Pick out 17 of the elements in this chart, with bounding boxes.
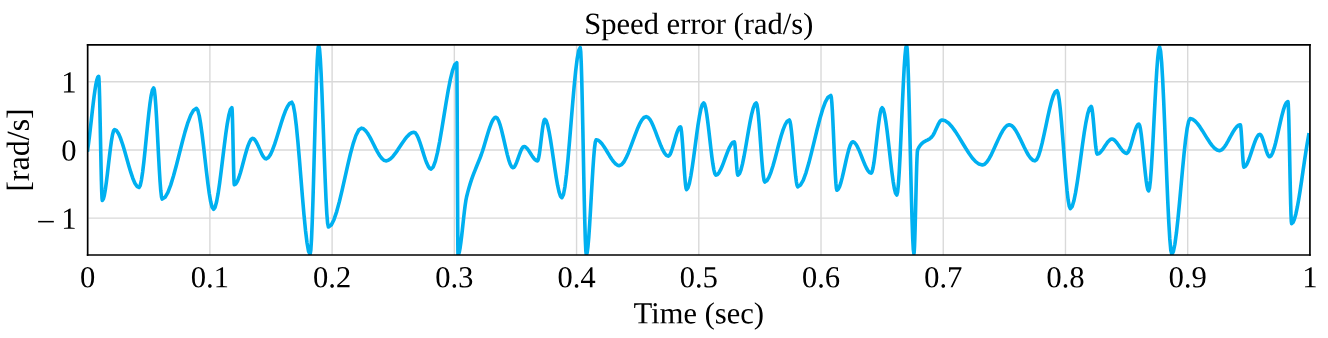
x-tick-label: 0.9 [1169, 266, 1206, 288]
x-tick-label: 0.1 [191, 266, 228, 288]
x-tick-label: 0 [81, 266, 95, 288]
x-tick-label: 1 [1304, 267, 1316, 288]
x-tick-label: 0.2 [314, 266, 350, 288]
y-tick-label: 1 [63, 72, 75, 93]
y-axis-title: [rad/s] [6, 110, 34, 190]
chart-title: Speed error (rad/s) [586, 12, 812, 41]
x-tick-label: 0.6 [803, 266, 840, 288]
x-tick-label: 0.3 [436, 266, 473, 288]
y-tick-label: 0 [62, 140, 76, 161]
x-tick-label: 0.5 [680, 266, 717, 288]
x-tick-label: 0.4 [558, 266, 596, 288]
x-tick-label: 0.7 [925, 266, 962, 288]
y-tick-label: – 1 [38, 208, 75, 229]
x-axis-title: Time (sec) [634, 302, 763, 330]
x-tick-label: 0.8 [1047, 266, 1084, 288]
